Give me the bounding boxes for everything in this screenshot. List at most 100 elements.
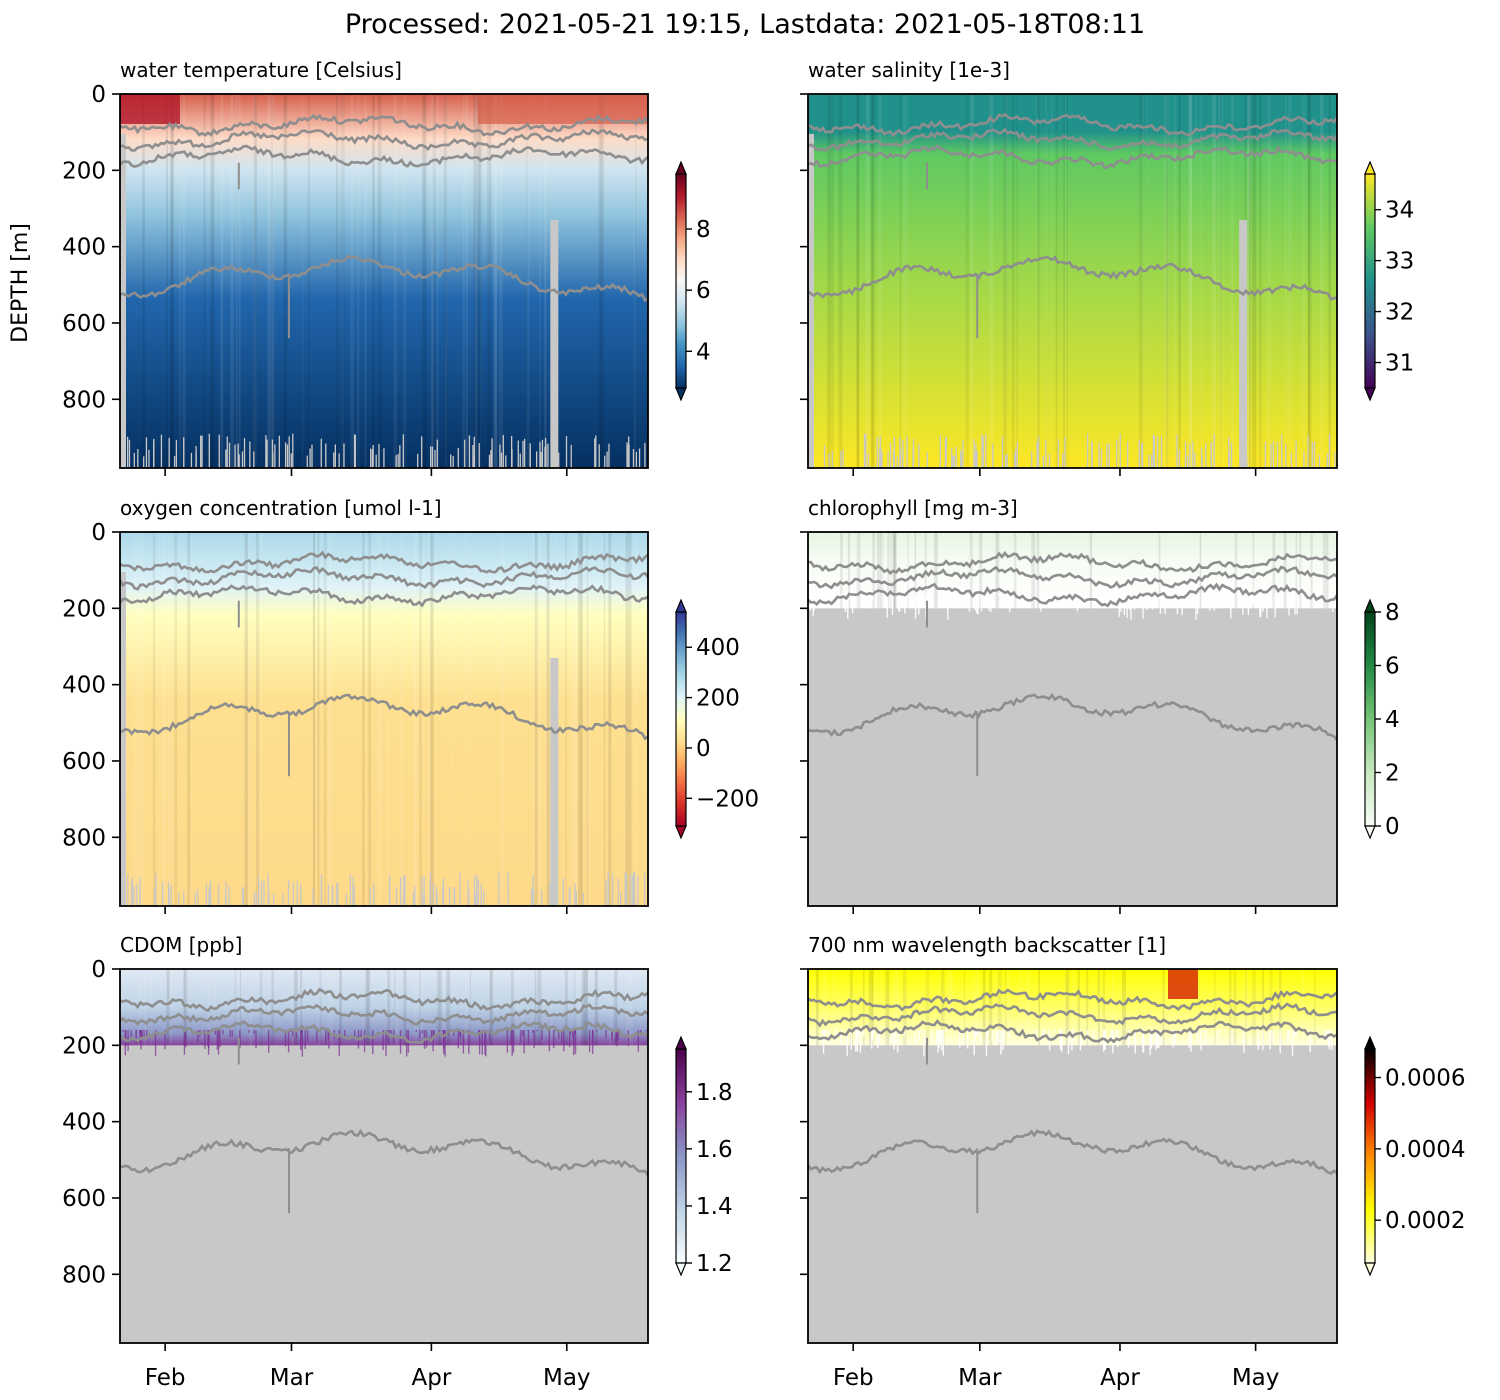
axes-frame	[119, 531, 649, 907]
heatmap-field	[120, 94, 648, 468]
contour-line	[808, 144, 1337, 170]
colorbar-tick-label: 0	[696, 736, 711, 762]
x-tick-label: Mar	[270, 1365, 314, 1391]
contour-line	[120, 584, 648, 608]
y-tick-label: 0	[91, 957, 106, 983]
heatmap-texture	[120, 532, 648, 906]
colorbar-tick-label: 1.6	[696, 1137, 733, 1163]
panel-title: water temperature [Celsius]	[120, 58, 402, 82]
colorbar-tick-label: 6	[696, 278, 711, 304]
heatmap-field	[808, 94, 1337, 468]
colorbar-tick-label: 8	[1385, 600, 1400, 626]
colorbar-tick-label: 0.0004	[1385, 1137, 1465, 1163]
colorbar-bar	[1364, 173, 1376, 389]
colorbar-tick-label: 6	[1385, 654, 1400, 680]
contour-line	[808, 112, 1337, 138]
axes-frame	[119, 93, 649, 469]
contour-line	[120, 987, 648, 1013]
colorbar-extend-max	[675, 160, 687, 175]
colorbar: 1.8 1.6 1.4 1.2	[675, 1035, 733, 1277]
colorbar-tick-label: 4	[1385, 707, 1400, 733]
axes-frame	[807, 968, 1338, 1344]
colorbar-extend-min	[1364, 387, 1376, 402]
contour-line	[120, 693, 648, 741]
colorbar-bar	[675, 611, 687, 827]
y-tick-label: 400	[62, 673, 106, 699]
y-tick-label: 600	[62, 749, 106, 775]
colorbar-extend-max	[1364, 160, 1376, 175]
heatmap-field	[120, 532, 648, 906]
colorbar-tick-label: 0.0006	[1385, 1066, 1465, 1092]
colorbar-tick-label: 4	[696, 339, 711, 365]
colorbar-bar	[1364, 1048, 1376, 1264]
contour-line	[808, 582, 1337, 608]
y-tick-label: 200	[62, 596, 106, 622]
contour-line	[120, 113, 648, 137]
colorbar: 31 32 33 34	[1364, 160, 1414, 402]
colorbar-tick-label: 1.4	[696, 1194, 733, 1220]
colorbar-tick-label: 0	[1385, 814, 1400, 840]
panel-6: 700 nm wavelength backscatter [1] Feb Mar A…	[800, 933, 1465, 1391]
heatmap-texture	[808, 94, 1336, 468]
colorbar-bar	[1364, 611, 1376, 827]
y-tick-label: 200	[62, 158, 106, 184]
colorbar-extend-max	[675, 1035, 687, 1050]
y-tick-label: 400	[62, 1110, 106, 1136]
colorbar-tick-label: 2	[1385, 761, 1400, 787]
contour-line	[120, 1128, 648, 1177]
colorbar-bar	[675, 1048, 687, 1264]
contour-line	[120, 1020, 648, 1045]
contour-line	[808, 1002, 1337, 1028]
colorbar-tick-label: 400	[696, 635, 740, 661]
contour-line	[120, 254, 648, 303]
x-tick-label: Apr	[1100, 1365, 1140, 1391]
colorbar: 8 6 4 2 0	[1364, 598, 1400, 840]
colorbar-tick-label: −200	[696, 786, 759, 812]
colorbar: 4 6 8	[675, 160, 711, 402]
colorbar-extend-min	[1364, 825, 1376, 840]
x-tick-label: May	[543, 1365, 591, 1391]
colorbar-tick-label: 34	[1385, 198, 1414, 224]
axes-frame	[807, 531, 1338, 907]
contour-line	[120, 550, 648, 574]
y-tick-label: 800	[62, 387, 106, 413]
contour-line	[808, 692, 1337, 742]
colorbar: 0.0006 0.0004 0.0002	[1364, 1035, 1465, 1277]
heatmap-texture	[120, 94, 648, 468]
contour-line	[120, 144, 648, 168]
colorbar-tick-label: 200	[696, 686, 740, 712]
panel-title: 700 nm wavelength backscatter [1]	[808, 933, 1166, 957]
y-tick-label: 600	[62, 1186, 106, 1212]
colorbar-tick-label: 1.8	[696, 1080, 733, 1106]
y-tick-label: 200	[62, 1033, 106, 1059]
y-tick-label: 600	[62, 311, 106, 337]
colorbar: 400 200 0 −200	[675, 598, 759, 840]
colorbar-tick-label: 0.0002	[1385, 1208, 1465, 1234]
contour-line	[808, 565, 1337, 590]
contour-line	[808, 1129, 1337, 1175]
colorbar-tick-label: 1.2	[696, 1251, 733, 1277]
y-axis-label: DEPTH [m]	[8, 223, 33, 343]
panel-2: water salinity [1e-3] 31 32 33 34	[800, 58, 1414, 476]
x-tick-label: Apr	[411, 1365, 451, 1391]
colorbar-tick-label: 8	[696, 217, 711, 243]
contour-line	[120, 1003, 648, 1027]
x-tick-label: Mar	[958, 1365, 1002, 1391]
colorbar-extend-min	[675, 1262, 687, 1277]
colorbar-tick-label: 33	[1385, 249, 1414, 275]
contour-line	[808, 551, 1337, 575]
contour-line	[120, 128, 648, 152]
x-tick-label: Feb	[145, 1365, 186, 1391]
panel-title: CDOM [ppb]	[120, 933, 242, 957]
figure-suptitle: Processed: 2021-05-21 19:15, Lastdata: 2…	[345, 9, 1145, 40]
y-tick-label: 800	[62, 1262, 106, 1288]
contour-line	[808, 255, 1337, 301]
colorbar-extend-max	[675, 598, 687, 613]
colorbar-extend-min	[1364, 1262, 1376, 1277]
contour-line	[808, 127, 1337, 152]
colorbar-bar	[675, 173, 687, 389]
axes-frame	[119, 968, 649, 1344]
contour-line	[808, 988, 1337, 1012]
